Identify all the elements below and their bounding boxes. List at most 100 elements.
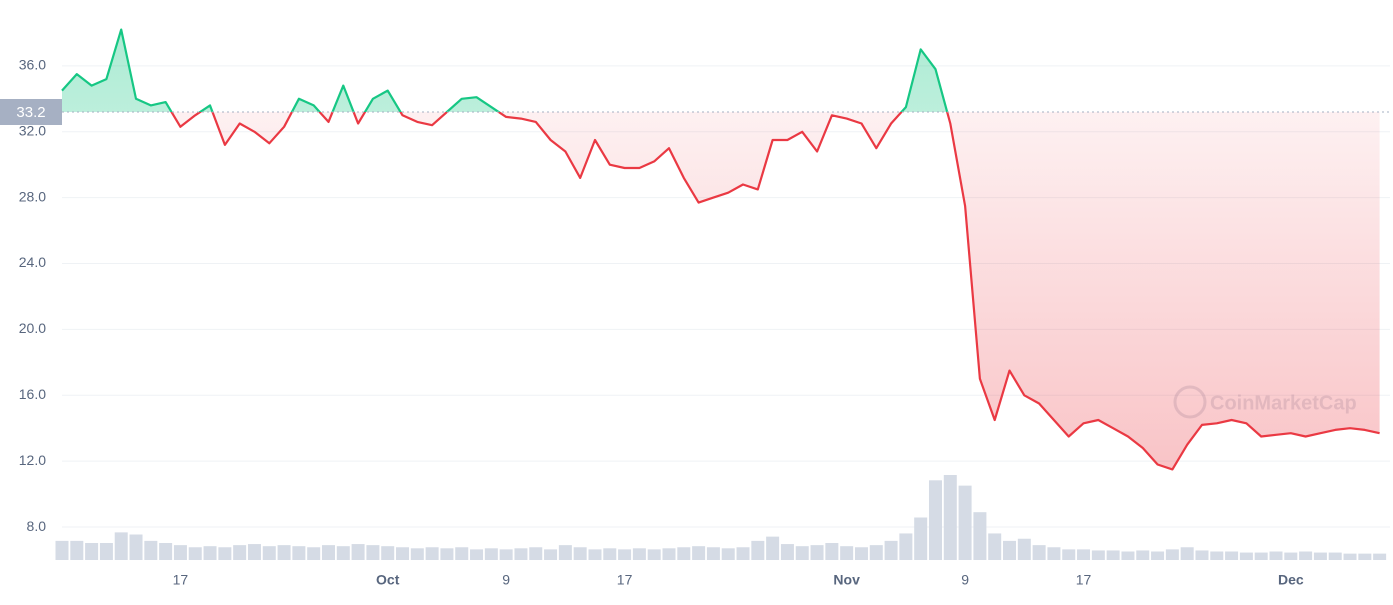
volume-bar: [159, 543, 173, 560]
baseline-label: 33.2: [16, 104, 45, 121]
volume-bar: [381, 546, 395, 560]
volume-bar: [233, 545, 247, 560]
volume-bar: [1313, 552, 1327, 560]
x-tick-label: 17: [1076, 572, 1092, 588]
area-below: [62, 112, 1380, 470]
volume-bar: [321, 545, 335, 560]
volume-bar: [662, 548, 676, 560]
volume-bar: [470, 549, 484, 560]
x-tick-label: 9: [961, 572, 969, 588]
x-tick-label: Nov: [833, 572, 860, 588]
volume-bar: [1047, 547, 1061, 560]
volume-bar: [1062, 549, 1076, 560]
volume-bar: [396, 547, 410, 560]
x-tick-label: 17: [173, 572, 189, 588]
y-tick-label: 32.0: [19, 122, 46, 138]
volume-bar: [647, 549, 661, 560]
y-tick-label: 24.0: [19, 254, 46, 270]
volume-bar: [558, 545, 572, 560]
volume-bar: [1343, 553, 1357, 560]
volume-bar: [1284, 552, 1298, 560]
y-tick-label: 8.0: [27, 518, 47, 534]
volume-bar: [1269, 551, 1283, 560]
volume-bar: [529, 547, 543, 560]
volume-bar: [262, 546, 276, 560]
volume-bar: [854, 547, 868, 560]
volume-bar: [455, 547, 469, 560]
volume-bar: [632, 548, 646, 560]
volume-bar: [1077, 549, 1091, 560]
volume-bar: [780, 544, 794, 560]
x-tick-label: Dec: [1278, 572, 1304, 588]
volume-bar: [795, 546, 809, 560]
volume-bar: [351, 544, 365, 560]
volume-bar: [99, 543, 113, 560]
volume-bar: [1003, 540, 1017, 560]
baseline-badge: [0, 99, 62, 125]
volume-bar: [825, 543, 839, 560]
y-tick-label: 16.0: [19, 386, 46, 402]
volume-bar: [692, 546, 706, 560]
volume-bar: [85, 543, 99, 560]
x-tick-label: 9: [502, 572, 510, 588]
volume-bar: [1136, 550, 1150, 560]
volume-bar: [218, 547, 232, 560]
volume-bar: [55, 540, 69, 560]
volume-bar: [1165, 549, 1179, 560]
volume-bar: [144, 540, 158, 560]
volume-bar: [899, 533, 913, 560]
volume-bar: [884, 540, 898, 560]
volume-bar: [1328, 552, 1342, 560]
volume-bar: [173, 545, 187, 560]
volume-bar: [514, 548, 528, 560]
volume-bar: [336, 546, 350, 560]
volume-bar: [1373, 553, 1387, 560]
volume-bar: [736, 547, 750, 560]
volume-bar: [292, 546, 306, 560]
volume-bar: [1195, 550, 1209, 560]
volume-bar: [751, 540, 765, 560]
volume-bar: [1210, 551, 1224, 560]
y-tick-label: 12.0: [19, 452, 46, 468]
y-tick-label: 28.0: [19, 188, 46, 204]
volume-bar: [840, 546, 854, 560]
volume-bar: [1106, 550, 1120, 560]
volume-bar: [588, 549, 602, 560]
volume-bar: [1121, 551, 1135, 560]
volume-bar: [573, 547, 587, 560]
volume-bar: [440, 548, 454, 560]
volume-bar: [544, 549, 558, 560]
volume-bar: [928, 480, 942, 560]
volume-bar: [943, 475, 957, 560]
volume-bar: [307, 547, 321, 560]
volume-bar: [1017, 538, 1031, 560]
x-tick-label: Oct: [376, 572, 400, 588]
volume-bar: [869, 545, 883, 560]
volume-bar: [914, 517, 928, 560]
volume-bar: [70, 540, 84, 560]
volume-bar: [1091, 550, 1105, 560]
volume-bar: [1151, 551, 1165, 560]
volume-bar: [247, 544, 261, 560]
y-tick-label: 20.0: [19, 320, 46, 336]
volume-bar: [114, 532, 128, 560]
volume-bar: [618, 549, 632, 560]
volume-bar: [1358, 553, 1372, 560]
volume-bar: [706, 547, 720, 560]
volume-bar: [721, 548, 735, 560]
volume-bar: [203, 546, 217, 560]
volume-bar: [958, 485, 972, 560]
volume-bar: [1299, 551, 1313, 560]
volume-bar: [425, 547, 439, 560]
volume-bar: [188, 547, 202, 560]
volume-bar: [129, 534, 143, 560]
volume-bar: [484, 548, 498, 560]
volume-bar: [677, 547, 691, 560]
price-line-below: [170, 112, 1380, 471]
volume-bar: [988, 533, 1002, 560]
volume-bar: [1225, 551, 1239, 560]
y-tick-label: 36.0: [19, 57, 46, 73]
volume-bar: [499, 549, 513, 560]
